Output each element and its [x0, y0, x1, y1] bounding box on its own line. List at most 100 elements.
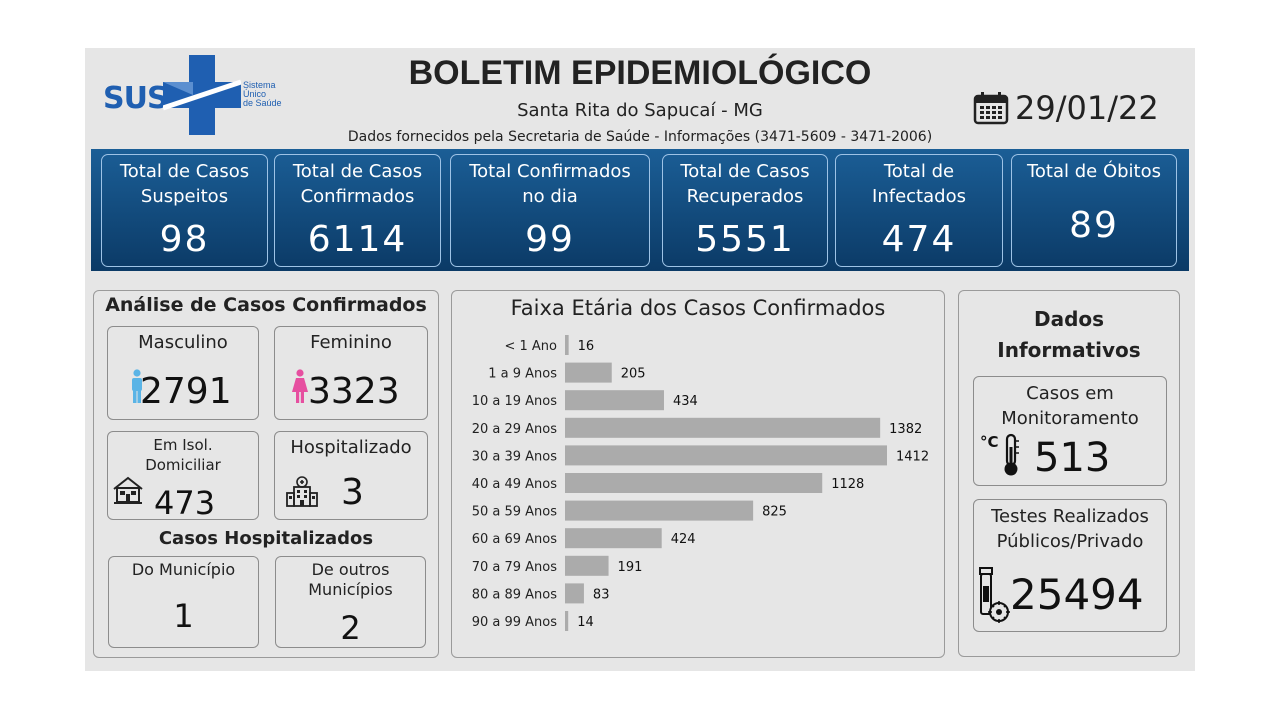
page-subtitle: Santa Rita do Sapucaí - MG	[517, 100, 763, 121]
male-box: Masculino 2791	[107, 326, 259, 420]
hospitalized-value: 3	[341, 472, 364, 513]
kpi-label: Infectados	[872, 186, 966, 207]
other-municipality-label: De outros	[311, 560, 390, 579]
kpi-suspected: Total de Casos Suspeitos 98	[101, 154, 268, 267]
tests-value: 25494	[1010, 570, 1144, 619]
logo-sub-line: Sistema	[243, 80, 276, 90]
test-tube-virus-icon	[979, 567, 1010, 623]
logo-sub-line: de Saúde	[243, 98, 282, 108]
isolation-value: 473	[154, 484, 216, 522]
bar-value-label: 1128	[831, 477, 864, 492]
kpi-recovered: Total de Casos Recuperados 5551	[662, 154, 828, 267]
isolation-label: Domiciliar	[145, 456, 221, 474]
kpi-infected: Total de Infectados 474	[835, 154, 1003, 267]
age-bar	[565, 473, 823, 493]
analysis-title: Análise de Casos Confirmados	[105, 294, 427, 316]
female-label: Feminino	[310, 332, 392, 353]
kpi-label: Recuperados	[686, 186, 804, 207]
kpi-value: 474	[881, 219, 957, 260]
kpi-label: Total de	[883, 161, 955, 182]
category-label: 30 a 39 Anos	[472, 449, 558, 464]
category-label: 50 a 59 Anos	[472, 505, 558, 520]
age-bar	[565, 445, 887, 466]
bulletin-date: 29/01/22	[973, 86, 1159, 130]
celsius-unit: °C	[980, 433, 999, 451]
category-label: 80 a 89 Anos	[472, 587, 558, 602]
cross-icon	[163, 55, 241, 135]
kpi-value: 98	[159, 219, 210, 260]
kpi-label: no dia	[522, 186, 578, 207]
category-label: 60 a 69 Anos	[472, 532, 558, 547]
bar-value-label: 434	[673, 394, 698, 409]
bar-value-label: 424	[671, 532, 696, 547]
age-bar	[565, 555, 609, 576]
age-bar	[565, 362, 612, 383]
age-bar	[565, 390, 664, 411]
age-bar	[565, 611, 569, 631]
municipality-label: Do Município	[131, 560, 236, 579]
kpi-band: Total de Casos Suspeitos 98 Total de Cas…	[91, 149, 1189, 271]
source-note: Dados fornecidos pela Secretaria de Saúd…	[347, 129, 933, 145]
bar-value-label: 16	[578, 339, 595, 354]
bar-value-label: 14	[577, 615, 594, 630]
kpi-confirmed: Total de Casos Confirmados 6114	[274, 154, 441, 267]
info-title: Informativos	[997, 338, 1141, 362]
age-chart-panel: Faixa Etária dos Casos Confirmados < 1 A…	[451, 290, 945, 658]
bar-value-label: 1412	[896, 449, 929, 464]
sus-logo-subtitle: Sistema Único de Saúde	[243, 81, 282, 108]
female-box: Feminino 3323	[274, 326, 428, 420]
info-title: Dados	[1033, 307, 1105, 331]
category-label: 1 a 9 Anos	[488, 367, 557, 382]
isolation-box: Em Isol. Domiciliar 473	[107, 431, 259, 522]
kpi-label: Total Confirmados	[469, 161, 631, 182]
kpi-label: Total de Casos	[292, 161, 423, 182]
kpi-label: Total de Casos	[119, 161, 250, 182]
tests-box: Testes Realizados Públicos/Privado 25494	[973, 499, 1167, 632]
other-municipality-label: Municípios	[308, 580, 393, 599]
municipality-value: 1	[173, 597, 194, 635]
kpi-value: 89	[1069, 205, 1119, 246]
monitoring-label: Casos em	[1026, 383, 1114, 404]
age-bar	[565, 528, 662, 549]
bulletin-board: SUS Sistema Único de Saúde BOLETIM EPIDE…	[85, 48, 1195, 671]
male-label: Masculino	[138, 332, 228, 353]
kpi-label: Total de Óbitos	[1026, 161, 1162, 182]
hospital-icon	[286, 476, 318, 507]
category-label: 90 a 99 Anos	[472, 615, 558, 630]
male-icon	[132, 369, 142, 403]
kpi-value: 6114	[307, 219, 408, 260]
category-label: 70 a 79 Anos	[472, 560, 558, 575]
house-icon	[113, 476, 143, 504]
monitoring-value: 513	[1034, 435, 1111, 481]
calendar-icon	[973, 92, 1009, 125]
category-label: < 1 Ano	[504, 339, 557, 354]
page-title: BOLETIM EPIDEMIOLÓGICO	[408, 54, 872, 92]
other-municipality-box: De outros Municípios 2	[275, 556, 426, 648]
isolation-label: Em Isol.	[153, 436, 213, 454]
kpi-value: 99	[525, 219, 575, 260]
age-bar	[565, 583, 584, 604]
bar-value-label: 205	[621, 367, 646, 382]
age-bar	[565, 417, 881, 438]
female-value: 3323	[308, 371, 400, 412]
kpi-label: Confirmados	[300, 186, 415, 207]
logo-sub-line: Único	[243, 89, 267, 99]
male-value: 2791	[140, 371, 232, 412]
category-label: 20 a 29 Anos	[472, 422, 558, 437]
bar-value-label: 83	[593, 587, 610, 602]
age-bar-chart: < 1 Ano 16 1 a 9 Anos 205 10 a 19 Anos 434 20 …	[472, 335, 929, 631]
hospitalized-label: Hospitalizado	[290, 437, 412, 458]
bar-value-label: 1382	[889, 422, 922, 437]
age-bar	[565, 335, 569, 355]
bar-value-label: 191	[618, 560, 643, 575]
monitoring-label: Monitoramento	[1001, 408, 1139, 429]
date-value: 29/01/22	[1015, 89, 1159, 127]
info-panel: Dados Informativos Casos em Monitorament…	[958, 290, 1180, 657]
chart-title: Faixa Etária dos Casos Confirmados	[510, 296, 886, 320]
municipality-box: Do Município 1	[108, 556, 259, 648]
sus-logo-text: SUS	[103, 81, 169, 116]
kpi-value: 5551	[695, 219, 795, 260]
kpi-deaths: Total de Óbitos 89	[1011, 154, 1177, 267]
tests-label: Testes Realizados	[991, 506, 1149, 527]
hospitalized-box: Hospitalizado 3	[274, 431, 428, 520]
